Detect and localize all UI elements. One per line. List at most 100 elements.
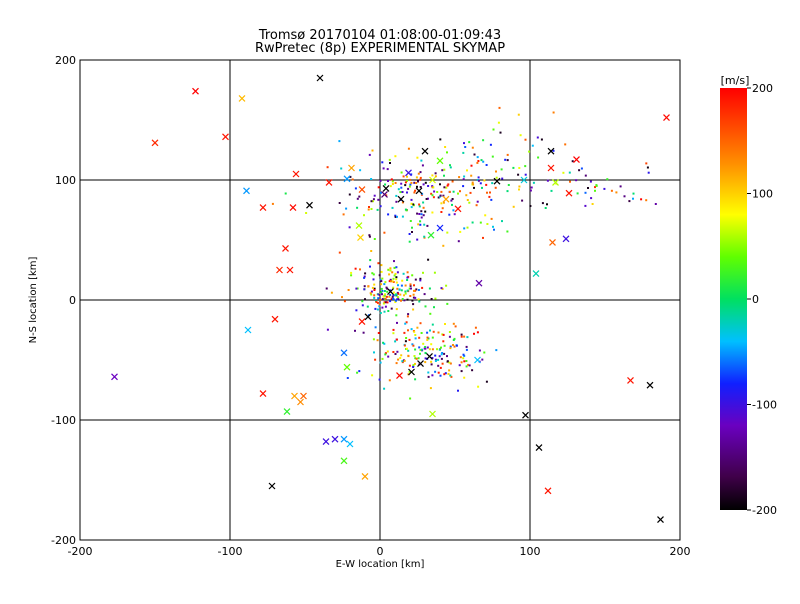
scatter-dot (414, 362, 416, 365)
scatter-dot (497, 121, 500, 124)
cross-stroke (358, 318, 366, 326)
scatter-dot (411, 274, 414, 277)
scatter-dot (463, 360, 466, 363)
scatter-dot (432, 196, 435, 199)
scatter-dot (388, 295, 391, 298)
scatter-dot (398, 288, 401, 291)
scatter-dot (380, 264, 383, 267)
scatter-dot (390, 307, 393, 310)
scatter-dot (443, 186, 446, 189)
scatter-dot (459, 230, 462, 233)
scatter-dot (427, 375, 430, 378)
scatter-dot (431, 336, 434, 339)
scatter-dot (372, 278, 375, 281)
scatter-dot (584, 174, 587, 177)
scatter-dot (413, 289, 415, 292)
scatter-dot (348, 193, 351, 196)
scatter-dot (374, 358, 377, 361)
scatter-dot (455, 344, 458, 347)
scatter-dot (378, 293, 381, 296)
scatter-dot (377, 293, 380, 296)
scatter-dot (406, 271, 409, 274)
cross-stroke (238, 94, 246, 102)
scatter-dot (373, 296, 376, 299)
scatter-cross (348, 164, 355, 172)
scatter-dot (441, 333, 444, 336)
scatter-dot (346, 377, 349, 379)
scatter-dot (462, 185, 465, 188)
scatter-dot (396, 271, 399, 274)
scatter-dot (363, 276, 366, 279)
scatter-cross (663, 114, 670, 122)
scatter-dot (490, 198, 493, 201)
scatter-cross (522, 411, 529, 419)
scatter-dot (517, 113, 520, 116)
scatter-dot (623, 195, 626, 198)
cross-stroke (289, 204, 297, 212)
scatter-dot (506, 159, 509, 162)
scatter-cross (238, 94, 246, 102)
scatter-dot (402, 272, 405, 275)
scatter-dot (615, 191, 618, 194)
scatter-dot (441, 169, 444, 172)
scatter-dot (387, 355, 390, 358)
scatter-dot (407, 187, 410, 190)
scatter-dot (407, 147, 410, 150)
scatter-dot (459, 190, 461, 193)
scatter-cross (436, 157, 444, 165)
scatter-dot (419, 178, 422, 181)
scatter-dot (394, 214, 397, 217)
scatter-cross (573, 156, 580, 164)
cross-stroke (565, 189, 573, 197)
scatter-dot (404, 322, 407, 325)
scatter-dot (390, 178, 393, 181)
scatter-dot (463, 142, 465, 145)
scatter-dot (413, 330, 416, 333)
scatter-cross (151, 139, 159, 147)
scatter-dot (305, 212, 308, 214)
scatter-dot (394, 294, 397, 297)
scatter-dot (424, 352, 427, 354)
scatter-dot (448, 335, 451, 338)
scatter-cross (427, 231, 435, 239)
scatter-dot (392, 297, 395, 300)
scatter-dot (467, 363, 469, 366)
scatter-dot (481, 358, 484, 361)
scatter-dot (379, 278, 382, 281)
scatter-dot (421, 192, 424, 195)
scatter-dot (412, 293, 415, 296)
scatter-dot (485, 380, 488, 383)
scatter-cross (382, 184, 390, 192)
scatter-dot (452, 190, 455, 193)
scatter-dot (408, 338, 411, 341)
cross-stroke (322, 438, 330, 446)
scatter-dot (400, 289, 403, 292)
scatter-dot (473, 153, 476, 156)
scatter-dot (403, 294, 405, 297)
scatter-dot (405, 347, 408, 350)
scatter-dot (471, 221, 474, 224)
scatter-dot (368, 206, 370, 208)
scatter-dot (381, 306, 384, 309)
scatter-dot (409, 220, 412, 222)
scatter-dot (379, 312, 382, 314)
scatter-dot (376, 308, 379, 311)
scatter-dot (414, 348, 417, 351)
scatter-dot (410, 181, 413, 184)
scatter-dot (358, 370, 361, 373)
scatter-dot (477, 160, 480, 162)
scatter-dot (463, 354, 466, 357)
scatter-cross (343, 363, 351, 371)
scatter-cross (405, 169, 412, 177)
scatter-cross (475, 279, 483, 287)
scatter-cross (549, 238, 556, 246)
scatter-cross (325, 178, 333, 186)
scatter-cross (396, 372, 403, 380)
scatter-dot (448, 361, 451, 364)
scatter-dot (389, 300, 392, 303)
scatter-dot (431, 194, 434, 197)
scatter-dot (441, 362, 444, 365)
scatter-cross (361, 472, 369, 480)
scatter-dot (451, 198, 454, 200)
scatter-dot (382, 167, 385, 170)
